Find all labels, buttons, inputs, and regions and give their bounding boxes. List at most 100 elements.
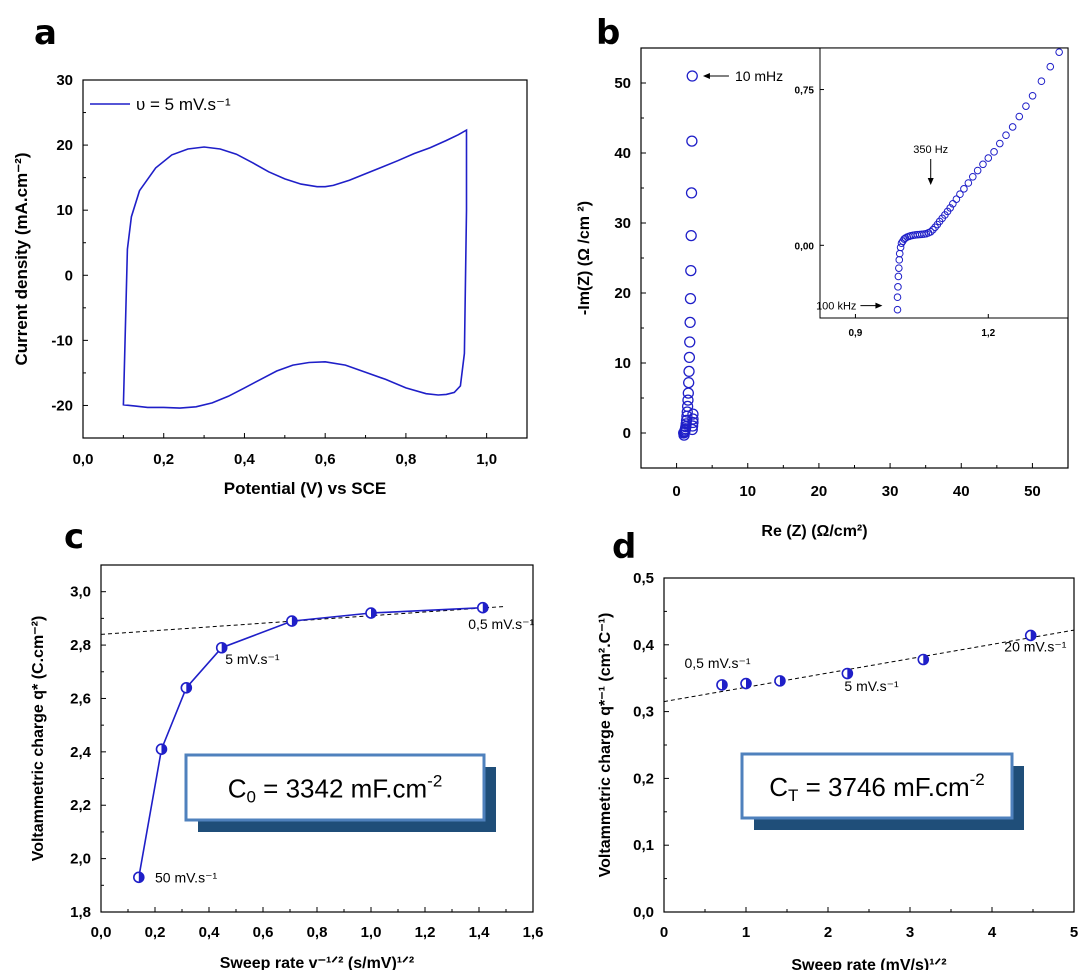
inset-data-point [952, 195, 961, 203]
x-tick-label: 0,8 [307, 924, 328, 941]
data-point-fill [746, 678, 751, 689]
x-tick-label: 0,6 [253, 924, 274, 941]
inset-data-point [894, 272, 903, 281]
data-point [685, 187, 698, 199]
inset-data-point [968, 172, 977, 181]
data-point-fill [847, 668, 853, 679]
inset-data-point [929, 225, 937, 234]
data-point-fill [779, 675, 785, 686]
inset-data-point [893, 293, 902, 302]
inset-data-point [893, 305, 902, 314]
annotation-label: 20 mV.s⁻¹ [1004, 638, 1066, 654]
panel-label-a: a [34, 13, 57, 53]
data-point [686, 70, 698, 82]
data-point [683, 376, 695, 389]
y-tick-label: 50 [614, 75, 631, 92]
x-tick-label: 0,2 [153, 451, 174, 468]
annotation-label: 0,5 mV.s⁻¹ [468, 616, 534, 632]
x-tick-label: 0 [672, 483, 680, 500]
inset-data-point [1046, 62, 1055, 71]
y-axis-label: -Im(Z) (Ω /cm ²) [576, 201, 593, 315]
y-tick-label: 0 [65, 267, 73, 284]
panel-a-chart: 0,0 0,2 0,4 0,6 0,8 1,0 -20 -10 0 10 20 30 Potential… [12, 72, 528, 498]
plot-frame [663, 577, 1075, 913]
data-point [680, 414, 693, 427]
y-axis-label: Voltammetric charge q* (C.cm⁻²) [30, 616, 47, 862]
inset-data-point [996, 139, 1004, 148]
inset-data-point [926, 228, 935, 236]
x-tick-label: 1,0 [476, 451, 497, 468]
x-tick-label: 0 [660, 924, 668, 941]
data-point [684, 292, 697, 305]
y-tick-label: 10 [614, 355, 631, 372]
y-tick-label: 20 [56, 137, 73, 154]
textbox [184, 753, 486, 822]
annotation-label: 5 mV.s⁻¹ [844, 678, 899, 694]
x-tick-label: 50 [1024, 483, 1041, 500]
inset-x-tick-label: 0,9 [848, 328, 862, 339]
data-point [686, 135, 698, 147]
textbox [740, 752, 1014, 820]
inset-arrow-head [875, 302, 883, 309]
data-point-fill [482, 602, 488, 613]
data-point [687, 416, 699, 429]
data-point-fill [221, 642, 227, 653]
y-tick-label: 0,0 [633, 904, 654, 921]
data-point [687, 413, 699, 425]
x-tick-label: 0,2 [145, 924, 166, 941]
x-tick-label: 40 [953, 483, 970, 500]
x-tick-label: 3 [906, 924, 914, 941]
y-tick-label: 0,2 [633, 770, 654, 787]
x-tick-label: 0,6 [315, 451, 336, 468]
data-point-fill [1030, 630, 1036, 641]
annotation-label: 50 mV.s⁻¹ [155, 870, 217, 886]
inset-annotation-350hz: 350 Hz [913, 144, 948, 156]
data-point [685, 264, 697, 277]
y-tick-label: 2,8 [70, 637, 91, 654]
inset-data-point [897, 239, 906, 248]
x-tick-label: 1,0 [361, 924, 382, 941]
data-point [683, 351, 696, 364]
arrow-head [702, 73, 710, 79]
inset-annotation-100khz: 100 kHz [816, 301, 856, 313]
x-tick-label: 0,8 [395, 451, 416, 468]
x-axis-label: Sweep rate v⁻¹ᐟ² (s/mV)¹ᐟ² [220, 955, 414, 970]
y-tick-label: -10 [51, 332, 73, 349]
inset-data-point [984, 154, 993, 162]
x-tick-label: 0,0 [73, 451, 94, 468]
inset-data-point [1002, 131, 1010, 140]
x-tick-label: 10 [739, 483, 756, 500]
x-tick-label: 5 [1070, 924, 1078, 941]
inset-data-point [946, 204, 955, 212]
y-tick-label: 0,4 [633, 637, 655, 654]
y-tick-label: 0,1 [633, 837, 654, 854]
fit-line [100, 605, 507, 635]
x-tick-label: 1,6 [523, 924, 544, 941]
panel-label-c: c [64, 517, 84, 557]
data-point [684, 316, 696, 329]
data-point [685, 229, 697, 242]
plot-frame [82, 79, 528, 439]
y-tick-label: 40 [614, 145, 631, 162]
annotation-label: 5 mV.s⁻¹ [225, 651, 280, 667]
data-point [683, 365, 695, 378]
y-axis-label: Voltammetric charge q*⁻¹ (cm².C⁻¹) [597, 613, 614, 878]
inset-data-point [960, 185, 968, 193]
y-tick-label: 0,3 [633, 704, 654, 721]
data-point [684, 336, 696, 348]
inset-data-point [990, 148, 998, 156]
inset-data-point [895, 264, 903, 272]
y-tick-label: -20 [51, 397, 73, 414]
y-tick-label: 10 [56, 202, 73, 219]
inset-data-point [1015, 112, 1024, 121]
data-point [686, 420, 699, 432]
y-tick-label: 1,8 [70, 904, 91, 921]
data-point [682, 387, 694, 399]
x-tick-label: 2 [824, 924, 832, 941]
data-point-fill [186, 682, 192, 693]
data-line [138, 606, 483, 878]
panel-d-chart: 0 1 2 3 4 5 0,0 0,1 0,2 0,3 0,4 0,5 Sweep rate (mV/s… [597, 570, 1078, 970]
y-tick-label: 0,5 [633, 570, 654, 587]
inset-data-point [894, 283, 902, 291]
